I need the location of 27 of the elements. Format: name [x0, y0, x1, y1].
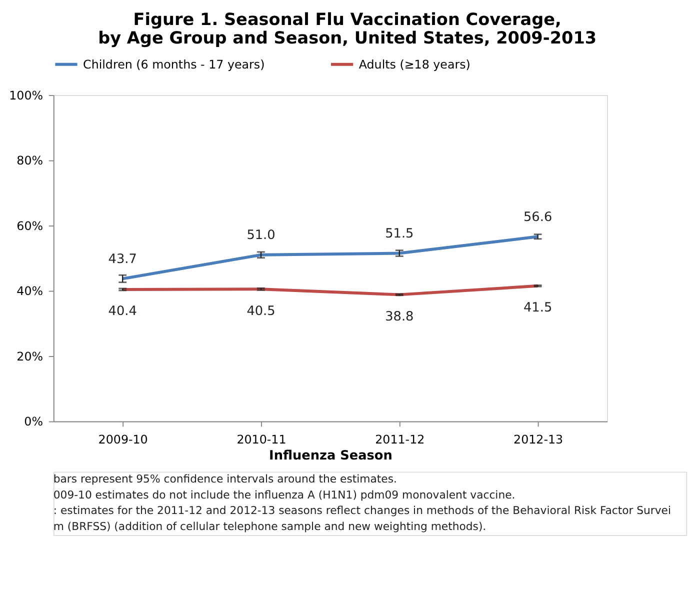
data-label: 38.8 — [385, 309, 414, 324]
x-tick-label: 2011-12 — [375, 432, 425, 447]
x-tick-label: 2012-13 — [514, 432, 564, 447]
data-label: 56.6 — [524, 210, 552, 225]
text: 009-10 estimates do not include the influenza A (H1N1) pdm09 monovalent vaccine. — [53, 488, 516, 502]
data-label: 41.5 — [524, 300, 552, 316]
legend-label: Adults (≥18 years) — [358, 57, 470, 72]
y-tick-label: 20% — [16, 349, 44, 364]
y-tick-label: 100% — [9, 88, 44, 102]
data-label: 40.5 — [246, 304, 276, 319]
text: bars represent 95% confidence intervals around the estimates. — [53, 472, 397, 486]
x-tick-label: 2009-10 — [98, 432, 148, 447]
y-tick-label: 0% — [24, 414, 44, 429]
text: : estimates for the 2011-12 and 2012-13 seasons reflect changes in methods of the Behavioral Risk Factor Survei — [53, 504, 672, 518]
x-tick-label: 2010-11 — [236, 432, 286, 447]
x-axis-title: Influenza Season — [269, 448, 392, 464]
text: by Age Group and Season, United States, 2009-2013 — [98, 28, 597, 48]
legend-label: Children (6 months - 17 years) — [83, 57, 265, 72]
text: m (BRFSS) (addition of cellular telephone sample and new weighting methods). — [53, 520, 486, 534]
y-tick-label: 40% — [16, 284, 44, 298]
data-label: 40.4 — [108, 304, 137, 320]
data-label: 51.0 — [246, 228, 276, 244]
y-tick-label: 80% — [16, 154, 44, 168]
text: Figure 1. Seasonal Flu Vaccination Coverage, — [133, 8, 562, 29]
data-label: 43.7 — [108, 252, 137, 267]
data-label: 51.5 — [385, 226, 414, 242]
y-tick-label: 60% — [16, 218, 44, 233]
